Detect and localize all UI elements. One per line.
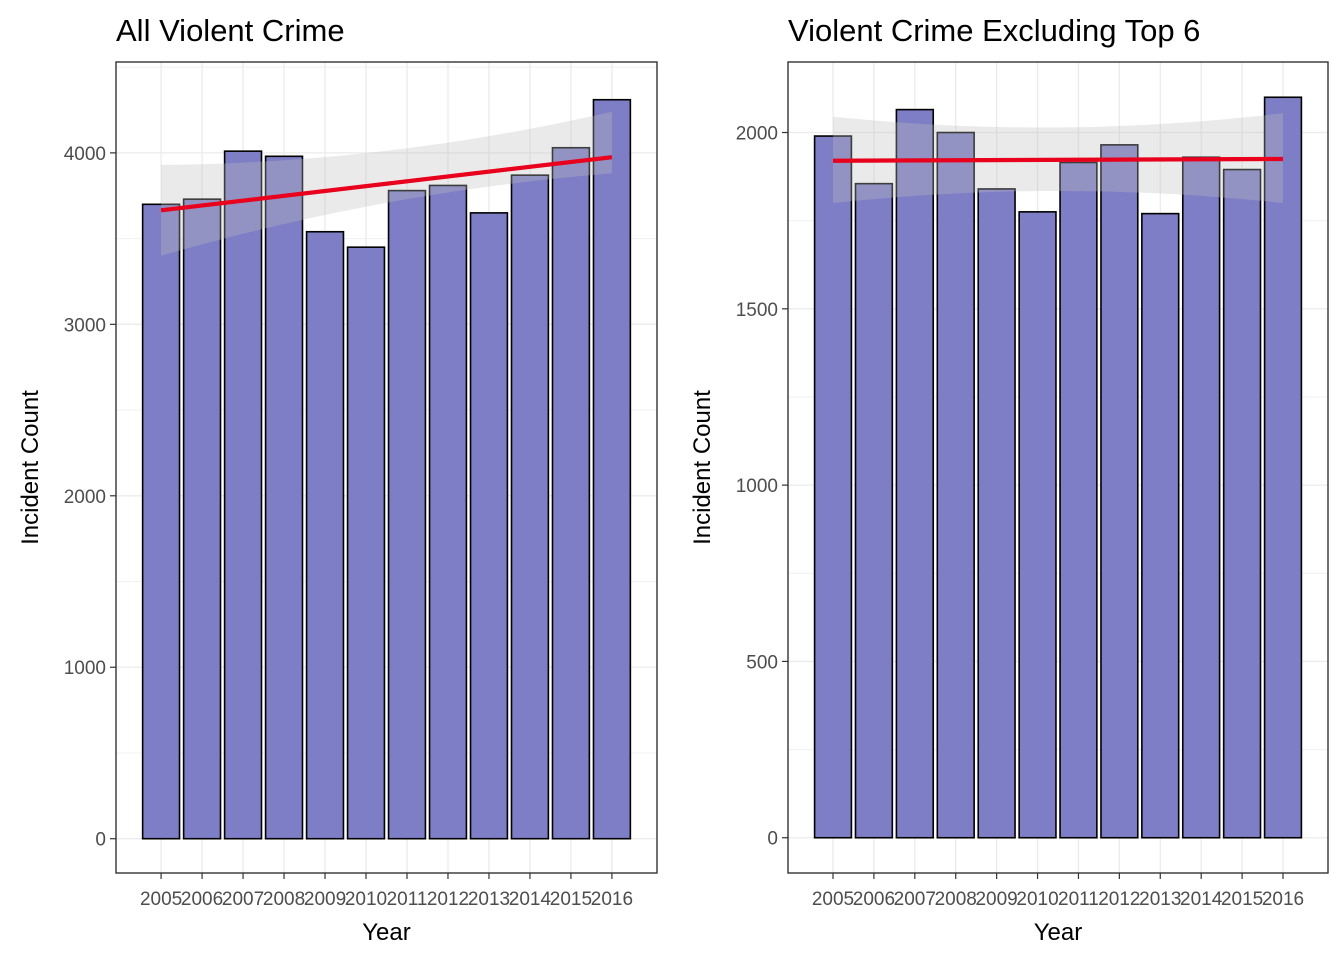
- plot-border: [787, 61, 1329, 874]
- bar-2009: [305, 230, 345, 840]
- x-tick-label: 2009: [975, 889, 1017, 910]
- y-tick-label: 1000: [736, 476, 778, 497]
- bar-2015: [1222, 168, 1262, 839]
- bar-2016: [1263, 96, 1303, 839]
- bar-2011: [387, 189, 427, 840]
- x-tick-label: 2012: [427, 889, 469, 910]
- y-axis-label: Incident Count: [689, 390, 716, 545]
- x-tick-label: 2015: [550, 889, 592, 910]
- x-tick-label: 2013: [468, 889, 510, 910]
- y-tick-label: 1000: [64, 658, 106, 679]
- bar-2013: [469, 212, 509, 840]
- x-tick-label: 2011: [387, 889, 428, 910]
- plot-border: [115, 61, 658, 874]
- bar-2007: [895, 108, 935, 839]
- y-tick-label: 0: [767, 829, 778, 850]
- bar-2005: [141, 203, 181, 840]
- bar-2014: [1181, 156, 1221, 839]
- chart-title: All Violent Crime: [116, 13, 345, 48]
- bar-2012: [428, 184, 468, 840]
- bar-2015: [551, 146, 591, 840]
- chart-panel-2: 0 500 1000 1500 2000 200520062007200820092010…: [689, 13, 1329, 946]
- y-axis-label: Incident Count: [17, 390, 44, 545]
- x-tick-label: 2014: [509, 889, 552, 910]
- bar-2008: [936, 131, 975, 839]
- y-tick-label: 2000: [736, 124, 778, 145]
- x-tick-label: 2015: [1221, 889, 1263, 910]
- bar-2009: [977, 188, 1016, 839]
- y-tick-label: 4000: [64, 144, 106, 165]
- x-axis-label: Year: [1034, 919, 1083, 946]
- chart-panel-1: 0100020003000400020052006200720082009201…: [17, 13, 658, 946]
- y-tick-label: 2000: [64, 487, 106, 508]
- x-tick-label: 2010: [1016, 889, 1058, 910]
- bar-2007: [223, 150, 263, 840]
- trend-line: [832, 156, 1284, 163]
- bar-2006: [854, 182, 894, 839]
- bar-2016: [592, 98, 632, 840]
- chart-title: Violent Crime Excluding Top 6: [788, 13, 1200, 48]
- y-tick-label: 3000: [64, 315, 106, 336]
- bar-2006: [182, 198, 222, 840]
- x-tick-label: 2009: [304, 889, 346, 910]
- x-tick-label: 2005: [140, 889, 182, 910]
- x-tick-label: 2008: [935, 889, 977, 910]
- y-tick-label: 1500: [736, 300, 778, 321]
- bar-2010: [1018, 211, 1057, 839]
- x-tick-label: 2012: [1098, 889, 1140, 910]
- bar-2012: [1100, 144, 1139, 839]
- bar-2008: [264, 155, 304, 840]
- x-tick-label: 2008: [263, 889, 305, 910]
- y-tick-label: 0: [95, 830, 106, 851]
- x-tick-label: 2005: [812, 889, 854, 910]
- x-tick-label: 2014: [1180, 889, 1223, 910]
- x-tick-label: 2016: [591, 889, 633, 910]
- x-axis-label: Year: [362, 919, 411, 946]
- x-tick-label: 2007: [894, 889, 936, 910]
- x-tick-label: 2010: [345, 889, 387, 910]
- x-tick-label: 2006: [181, 889, 223, 910]
- bar-2014: [510, 174, 550, 840]
- bar-2010: [346, 246, 386, 840]
- bar-2011: [1059, 161, 1098, 839]
- x-tick-label: 2006: [853, 889, 895, 910]
- x-tick-label: 2007: [222, 889, 264, 910]
- bar-2013: [1141, 212, 1180, 839]
- trend-line: [160, 155, 613, 213]
- bar-2005: [813, 135, 853, 839]
- x-tick-label: 2011: [1058, 889, 1099, 910]
- y-tick-label: 500: [746, 652, 778, 673]
- x-tick-label: 2016: [1262, 889, 1304, 910]
- x-tick-label: 2013: [1139, 889, 1181, 910]
